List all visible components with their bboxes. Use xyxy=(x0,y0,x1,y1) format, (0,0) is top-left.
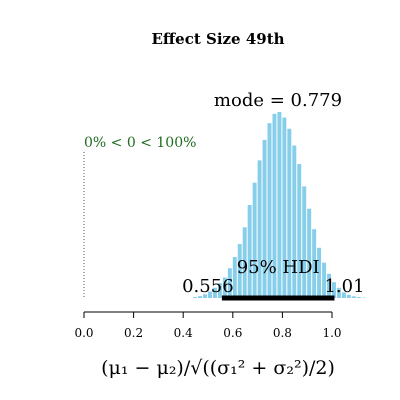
hdi-high-label: 1.01 xyxy=(324,276,364,297)
histogram-bar xyxy=(203,294,207,298)
histogram-bar xyxy=(217,283,222,298)
chart-title: Effect Size 49th xyxy=(151,30,284,48)
histogram-bar xyxy=(208,291,212,298)
histogram-bars xyxy=(193,112,366,298)
mode-label: mode = 0.779 xyxy=(214,90,342,111)
histogram-bar xyxy=(287,128,292,298)
histogram-bar xyxy=(351,296,356,298)
histogram-bar xyxy=(193,297,198,298)
hdi-label: 95% HDI xyxy=(237,257,320,278)
histogram-bar xyxy=(247,205,252,298)
histogram-bar xyxy=(336,287,341,298)
x-tick-label: 1.0 xyxy=(322,326,341,340)
histogram-bar xyxy=(302,186,307,298)
histogram-bar xyxy=(242,227,247,298)
histogram-bar xyxy=(262,139,267,298)
histogram-bar xyxy=(307,208,312,298)
x-tick-label: 0.2 xyxy=(124,326,143,340)
histogram-bar xyxy=(267,123,272,298)
histogram-bar xyxy=(212,287,217,298)
histogram-bar xyxy=(341,292,346,298)
histogram-bar xyxy=(198,296,203,298)
x-tick-label: 0.8 xyxy=(273,326,292,340)
histogram-bar xyxy=(322,262,327,298)
histogram-bar xyxy=(237,244,242,298)
histogram-bar xyxy=(312,229,317,298)
x-axis: 0.0 0.2 0.4 0.6 0.8 1.0 xyxy=(74,311,342,340)
histogram-bar xyxy=(272,113,277,298)
x-tick-label: 0.0 xyxy=(74,326,93,340)
x-axis-label: (μ₁ − μ₂)/√((σ₁² + σ₂²)/2) xyxy=(101,357,335,379)
histogram-bar xyxy=(222,277,227,298)
x-tick-label: 0.4 xyxy=(174,326,193,340)
histogram-bar xyxy=(232,257,237,298)
x-tick-label: 0.6 xyxy=(223,326,242,340)
histogram-bar xyxy=(297,164,302,298)
histogram-bar xyxy=(252,182,257,298)
histogram-bar xyxy=(257,160,262,298)
histogram-bar xyxy=(277,112,282,298)
histogram-bar xyxy=(317,247,322,298)
histogram-bar xyxy=(346,294,351,298)
histogram-bar xyxy=(282,117,287,298)
hdi-low-label: 0.556 xyxy=(182,276,234,297)
histogram-bar xyxy=(332,282,336,298)
comparison-label: 0% < 0 < 100% xyxy=(84,135,196,151)
histogram-bar xyxy=(327,273,331,298)
histogram-bar xyxy=(292,145,297,298)
histogram-bar xyxy=(356,297,361,298)
histogram-bar xyxy=(227,268,232,298)
